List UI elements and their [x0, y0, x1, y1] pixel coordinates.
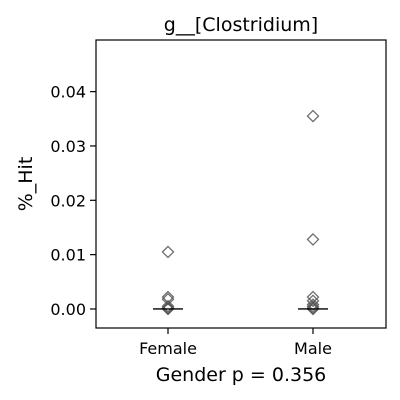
data-point	[161, 302, 175, 316]
x-tick-label: Female	[139, 339, 197, 358]
chart-title: g__[Clostridium]	[164, 14, 318, 36]
data-points	[161, 109, 320, 316]
x-axis-label: Gender p = 0.356	[156, 364, 327, 386]
data-point	[306, 294, 320, 308]
y-axis: 0.00 0.01 0.02 0.03 0.04	[50, 83, 96, 319]
plot-frame	[95, 39, 387, 329]
data-point	[306, 300, 320, 314]
data-point	[306, 302, 320, 316]
data-point	[306, 298, 320, 312]
data-point	[161, 292, 175, 306]
data-point	[161, 299, 175, 313]
x-axis: Female Male	[139, 328, 332, 358]
y-tick-label: 0.02	[50, 191, 86, 210]
y-tick-label: 0.03	[50, 137, 86, 156]
data-point	[306, 233, 320, 246]
y-tick-label: 0.04	[50, 83, 86, 102]
y-tick-label: 0.00	[50, 300, 86, 319]
data-point	[306, 109, 320, 123]
y-tick-label: 0.01	[50, 246, 86, 265]
y-axis-label: %_Hit	[15, 157, 37, 212]
x-tick-label: Male	[294, 339, 332, 358]
data-point	[161, 245, 175, 259]
